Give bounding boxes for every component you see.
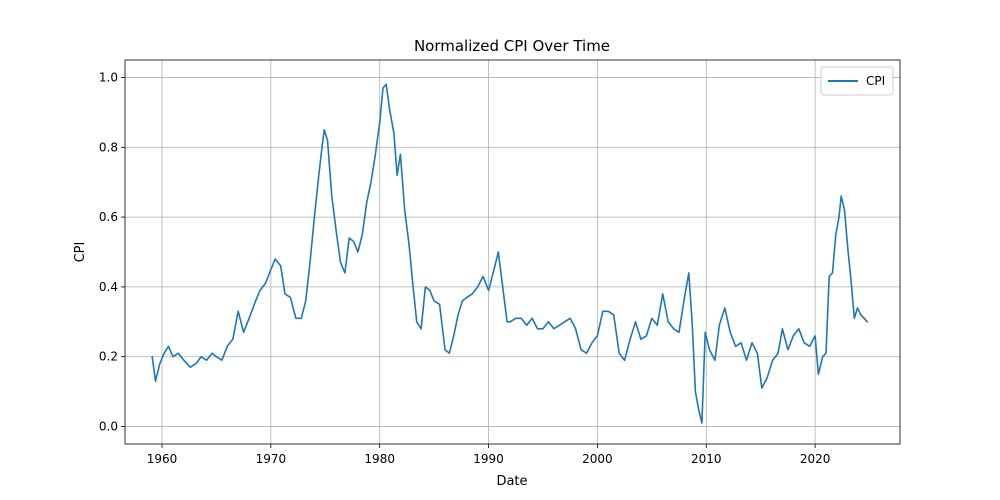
x-tick-label: 1970: [256, 452, 287, 466]
y-tick-label: 0.6: [99, 210, 118, 224]
y-tick-label: 1.0: [99, 70, 118, 84]
series-layer: [151, 83, 869, 424]
legend: CPI: [820, 66, 894, 96]
series-line-cpi: [151, 83, 869, 424]
y-axis-ticks: 0.0 0.2 0.4 0.6 0.8 1.0: [99, 70, 125, 434]
y-tick-label: 0.4: [99, 280, 118, 294]
legend-label-cpi: CPI: [866, 74, 885, 88]
x-tick-label: 1960: [147, 452, 178, 466]
x-tick-label: 1990: [473, 452, 504, 466]
y-tick-label: 0.8: [99, 140, 118, 154]
plot-area: [124, 59, 901, 445]
y-tick-label: 0.0: [99, 420, 118, 434]
x-tick-label: 1980: [364, 452, 395, 466]
x-tick-label: 2010: [691, 452, 722, 466]
x-tick-label: 2000: [582, 452, 613, 466]
x-axis-label: Date: [496, 474, 527, 489]
y-axis-label: CPI: [73, 242, 88, 263]
y-tick-label: 0.2: [99, 350, 118, 364]
x-tick-label: 2020: [800, 452, 831, 466]
chart-title: Normalized CPI Over Time: [414, 37, 610, 55]
x-axis-ticks: 1960 1970 1980 1990 2000 2010 2020: [147, 444, 831, 466]
